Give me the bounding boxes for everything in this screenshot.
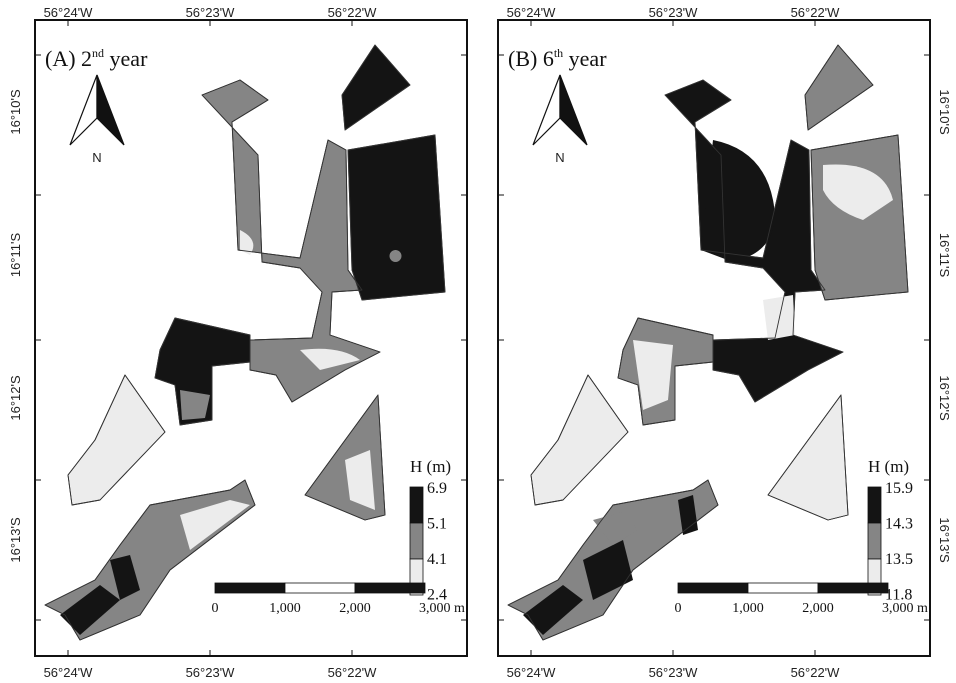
scale-label: 2,000 [802, 601, 834, 616]
legend-value: 14.3 [885, 516, 913, 533]
scale-label: 3,000 m [882, 601, 928, 616]
map-panel: 56°24'W 56°24'W 56°23'W 56°23'W 56°22'W 56°22… [498, 5, 930, 680]
height-zone [390, 250, 402, 262]
legend-swatch [868, 523, 881, 559]
latitude-label: 16°10'S [8, 89, 23, 135]
latitude-label: 16°11'S [937, 233, 952, 278]
title-rest: year [104, 46, 148, 71]
figure-canvas: 56°24'W 56°24'W 56°23'W 56°23'W 56°22'W 56°22… [0, 0, 956, 683]
longitude-label: 56°23'W [649, 665, 699, 680]
title-superscript: nd [92, 46, 104, 60]
longitude-label: 56°22'W [328, 665, 378, 680]
legend-title: H (m) [410, 457, 451, 476]
legend-swatch [410, 487, 423, 523]
scale-label: 1,000 [269, 601, 301, 616]
legend-value: 15.9 [885, 480, 913, 497]
longitude-label: 56°23'W [186, 5, 236, 20]
legend-swatch [410, 523, 423, 559]
scale-segment [678, 583, 748, 593]
scale-label: 0 [675, 601, 682, 616]
map-panel: 56°24'W 56°24'W 56°23'W 56°23'W 56°22'W 56°22… [35, 5, 467, 680]
longitude-label: 56°22'W [328, 5, 378, 20]
longitude-label: 56°24'W [507, 665, 557, 680]
scale-segment [215, 583, 285, 593]
title-label: (B) 6 [508, 46, 554, 71]
stand-polygon [348, 135, 445, 300]
longitude-label: 56°23'W [649, 5, 699, 20]
scale-label: 3,000 m [419, 601, 465, 616]
latitude-label: 16°13'S [8, 517, 23, 563]
scale-segment [748, 583, 818, 593]
legend-value: 4.1 [427, 551, 447, 568]
scale-segment [355, 583, 425, 593]
latitude-label: 16°10'S [937, 89, 952, 135]
latitude-label: 16°11'S [8, 233, 23, 278]
scale-label: 1,000 [732, 601, 764, 616]
north-label: N [555, 150, 564, 165]
latitude-label: 16°12'S [8, 375, 23, 421]
title-label: (A) 2 [45, 46, 92, 71]
title-superscript: th [554, 46, 563, 60]
legend-value: 13.5 [885, 551, 913, 568]
legend-swatch [868, 487, 881, 523]
scale-label: 2,000 [339, 601, 371, 616]
longitude-label: 56°24'W [507, 5, 557, 20]
title-rest: year [563, 46, 607, 71]
longitude-label: 56°22'W [791, 665, 841, 680]
latitude-label: 16°12'S [937, 375, 952, 421]
north-label: N [92, 150, 101, 165]
legend-value: 5.1 [427, 516, 447, 533]
scale-segment [818, 583, 888, 593]
longitude-label: 56°24'W [44, 5, 94, 20]
latitude-label: 16°13'S [937, 517, 952, 563]
legend-title: H (m) [868, 457, 909, 476]
legend-value: 6.9 [427, 480, 447, 497]
longitude-label: 56°23'W [186, 665, 236, 680]
scale-label: 0 [212, 601, 219, 616]
scale-segment [285, 583, 355, 593]
map-figure: 56°24'W 56°24'W 56°23'W 56°23'W 56°22'W 56°22… [0, 0, 956, 683]
longitude-label: 56°22'W [791, 5, 841, 20]
longitude-label: 56°24'W [44, 665, 94, 680]
height-zone [180, 390, 210, 420]
